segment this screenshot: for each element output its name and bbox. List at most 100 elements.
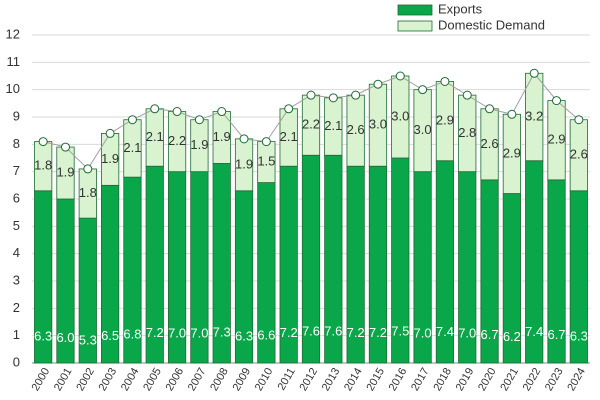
x-tick-label: 2018 (431, 366, 454, 393)
total-marker (440, 76, 450, 86)
x-tick: 2018 (431, 366, 454, 393)
value-label: 7.6 (324, 323, 342, 338)
total-marker (284, 104, 294, 114)
total-marker (552, 96, 562, 106)
x-tick: 2009 (231, 366, 254, 393)
value-label: 7.4 (525, 324, 543, 339)
y-tick-label: 1 (13, 327, 20, 342)
total-marker (529, 68, 539, 78)
x-tick-label: 2001 (52, 366, 75, 393)
value-label: 7.0 (458, 326, 476, 341)
value-label: 1.8 (34, 158, 52, 173)
y-tick-label: 0 (13, 354, 20, 369)
y-tick-label: 11 (7, 54, 21, 69)
y-tick-label: 5 (13, 218, 20, 233)
total-marker (462, 90, 472, 100)
x-tick: 2019 (454, 366, 477, 393)
total-marker (217, 107, 227, 117)
value-label: 7.0 (168, 326, 186, 341)
x-tick: 2012 (297, 366, 320, 393)
value-label: 1.9 (190, 137, 208, 152)
value-label: 6.7 (547, 327, 565, 342)
value-label: 2.8 (458, 125, 476, 140)
x-tick-label: 2023 (543, 366, 566, 393)
value-label: 6.3 (235, 329, 253, 344)
value-label: 2.1 (324, 118, 342, 133)
total-marker (485, 104, 495, 114)
x-tick: 2016 (387, 366, 410, 393)
x-tick: 2005 (141, 366, 164, 393)
x-tick-label: 2022 (521, 366, 544, 393)
x-tick: 2001 (52, 366, 75, 393)
value-label: 6.3 (570, 329, 588, 344)
x-tick: 2002 (74, 366, 97, 393)
x-tick: 2020 (476, 366, 499, 393)
value-label: 6.0 (56, 330, 74, 345)
value-label: 2.9 (547, 132, 565, 147)
value-label: 2.1 (123, 140, 141, 155)
x-tick-label: 2015 (364, 366, 387, 393)
value-label: 7.5 (391, 324, 409, 339)
value-label: 6.8 (123, 327, 141, 342)
x-tick-label: 2012 (297, 366, 320, 393)
x-tick-label: 2000 (30, 366, 53, 393)
value-label: 7.6 (302, 323, 320, 338)
total-marker (172, 107, 182, 117)
total-marker (306, 90, 316, 100)
value-label: 7.0 (414, 326, 432, 341)
x-tick: 2021 (498, 366, 521, 393)
x-tick: 2000 (30, 366, 53, 393)
y-tick-label: 6 (13, 190, 20, 205)
y-tick-label: 12 (6, 26, 20, 41)
x-tick-label: 2003 (97, 366, 120, 393)
total-marker (60, 142, 70, 152)
legend-swatch (397, 20, 433, 32)
legend-label: Domestic Demand (438, 17, 545, 32)
value-label: 5.3 (79, 333, 97, 348)
total-marker (373, 79, 383, 89)
legend-swatch (397, 4, 433, 16)
y-tick-label: 3 (13, 272, 20, 287)
x-tick: 2003 (97, 366, 120, 393)
x-tick-label: 2010 (253, 366, 276, 393)
x-tick-label: 2005 (141, 366, 164, 393)
total-marker (38, 137, 48, 147)
x-tick-label: 2017 (409, 366, 432, 393)
value-label: 1.9 (56, 164, 74, 179)
value-label: 3.2 (525, 108, 543, 123)
total-marker (105, 128, 115, 138)
x-tick: 2017 (409, 366, 432, 393)
x-tick-label: 2009 (231, 366, 254, 393)
y-tick-label: 7 (13, 163, 20, 178)
value-label: 1.5 (257, 154, 275, 169)
total-marker (194, 115, 204, 125)
x-tick: 2008 (208, 366, 231, 393)
value-label: 1.9 (213, 129, 231, 144)
total-marker (150, 104, 160, 114)
x-tick: 2022 (521, 366, 544, 393)
x-tick: 2010 (253, 366, 276, 393)
x-tick-label: 2021 (498, 366, 521, 393)
total-marker (574, 115, 584, 125)
x-tick: 2014 (342, 366, 365, 393)
value-label: 2.2 (302, 117, 320, 132)
value-label: 7.2 (369, 325, 387, 340)
x-tick-label: 2019 (454, 366, 477, 393)
x-tick-label: 2014 (342, 366, 365, 393)
total-marker (328, 93, 338, 103)
x-tick-label: 2013 (320, 366, 343, 393)
value-label: 6.7 (481, 327, 499, 342)
value-label: 2.1 (280, 129, 298, 144)
value-label: 2.6 (481, 136, 499, 151)
x-tick-label: 2006 (164, 366, 187, 393)
value-label: 1.9 (235, 156, 253, 171)
value-label: 3.0 (369, 117, 387, 132)
total-marker (395, 71, 405, 81)
x-tick: 2007 (186, 366, 209, 393)
x-tick-label: 2024 (565, 366, 588, 393)
y-tick-label: 10 (6, 81, 20, 96)
legend-label: Exports (438, 1, 483, 16)
x-tick: 2011 (276, 366, 298, 392)
value-label: 2.6 (570, 147, 588, 162)
